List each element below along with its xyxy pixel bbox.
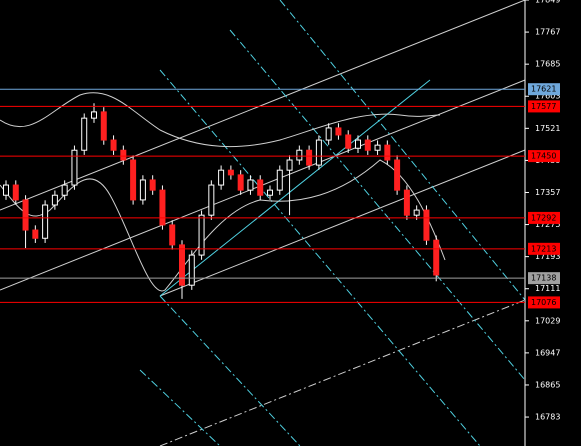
candle-body [22,199,29,231]
candle-body [403,189,410,216]
level-label: 17450 [531,152,556,161]
channel-line [159,299,526,446]
candle-body [71,149,78,186]
candle-body [374,144,381,151]
candle-body [120,149,127,161]
candle-body [139,179,146,201]
candle-body [159,189,166,226]
y-tick-label: 17603 [535,92,560,101]
y-tick-label: 17357 [535,188,560,197]
candle-body [198,214,205,256]
candle-body [296,149,303,161]
level-label-box [528,211,560,224]
candle-body [335,127,342,136]
y-tick-label: 17111 [535,284,560,293]
candle-body [110,139,117,151]
fan-line [279,0,526,301]
fan-line [229,29,526,381]
y-tick-label: 17767 [535,28,560,37]
y-tick-label: 17849 [535,0,560,5]
level-label: 17138 [531,274,556,283]
level-label-box [528,150,560,163]
band-upper [0,92,441,148]
level-label: 17292 [531,213,556,222]
y-tick-label: 17193 [535,252,560,261]
y-tick-label: 16865 [535,380,560,389]
y-tick-label: 17685 [535,60,560,69]
candle-body [325,127,332,141]
candle-body [257,179,264,196]
candle-body [267,189,273,196]
level-label: 17621 [531,85,556,94]
y-tick-label: 16783 [535,413,560,422]
y-tick-label: 17275 [535,220,560,229]
level-label: 17577 [531,102,556,111]
channel-line [159,149,526,297]
candle-body [413,209,420,216]
level-label-box [528,100,560,113]
candle-body [315,139,322,166]
level-label-box [528,296,560,309]
level-label-box [528,272,560,285]
candle-body [51,194,58,206]
y-tick-label: 17521 [535,124,560,133]
candle-body [188,254,195,286]
level-label-box [528,83,560,96]
candle-body [364,139,371,151]
candle-body [149,179,156,191]
level-label: 17076 [531,298,556,307]
candle-body [384,144,391,161]
decorations [0,0,526,446]
candle-body [355,139,361,149]
fan-line [159,69,481,446]
candle-body [218,169,225,186]
level-label: 17213 [531,244,556,253]
candle-body [276,169,283,191]
candle-body [237,174,244,191]
candle-body [306,149,313,166]
candle-body [169,224,176,246]
channel-line [0,0,526,211]
candle-body [130,159,137,201]
candle-body [423,209,430,241]
candle-body [179,244,185,286]
candle-body [81,117,88,151]
candle-body [32,229,39,239]
fan-line [139,369,221,446]
candle-body [433,239,440,276]
candle-body [3,184,9,196]
fan-line [159,295,301,446]
y-tick-label: 17029 [535,316,560,325]
candle-body [345,134,352,149]
candle-body [91,111,97,119]
candle-body [286,159,293,171]
candle-body [208,184,215,216]
candle-body [100,111,107,141]
candle-body [42,204,49,239]
fan-line [159,79,431,297]
candle-body [12,184,19,201]
candle-body [61,184,68,196]
candle-body [394,159,401,191]
candle-body [247,179,254,191]
level-label-box [528,242,560,255]
y-tick-label: 16947 [535,348,560,357]
candle-body [227,169,234,176]
